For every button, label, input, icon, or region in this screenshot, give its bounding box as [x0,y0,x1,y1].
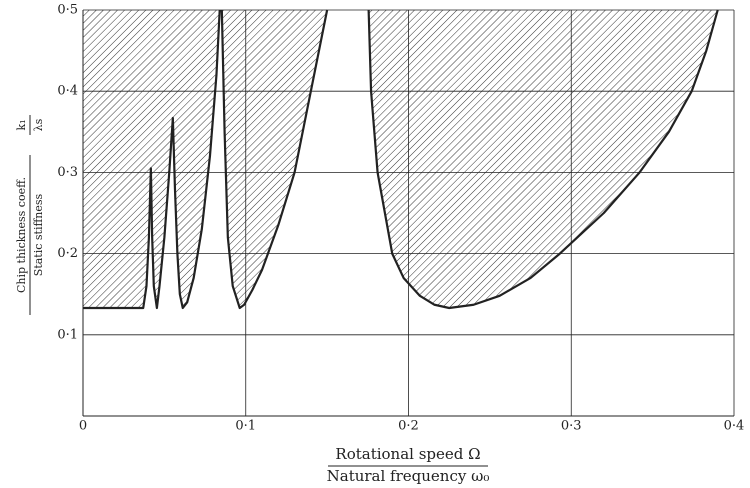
y-tick-label: 0·4 [57,84,78,99]
x-axis-label: Rotational speed Ω Natural frequency ω₀ [327,445,490,485]
unstable-region [83,10,220,309]
x-tick-label: 0 [79,419,87,434]
y-label-symbol-numerator: k₁ [15,119,28,130]
y-tick-label: 0·5 [57,3,78,18]
y-axis-label: Chip thickness coeff. Static stiffness k… [15,115,45,315]
x-tick-label: 0·2 [398,419,419,434]
unstable-region [368,10,718,309]
y-tick-label: 0·3 [57,165,78,180]
y-label-denominator: Static stiffness [32,193,45,276]
y-tick-label: 0·1 [57,327,78,342]
x-tick-label: 0·1 [235,419,256,434]
y-tick-label: 0·2 [57,246,78,261]
x-label-numerator: Rotational speed Ω [335,445,480,463]
x-tick-label: 0·3 [561,419,582,434]
stability-boundary [83,9,719,310]
unstable-region [221,10,328,309]
y-label-symbol-denominator: λs [32,118,45,131]
y-label-numerator: Chip thickness coeff. [15,177,28,293]
x-tick-label: 0·4 [724,419,745,434]
x-label-denominator: Natural frequency ω₀ [327,467,490,485]
